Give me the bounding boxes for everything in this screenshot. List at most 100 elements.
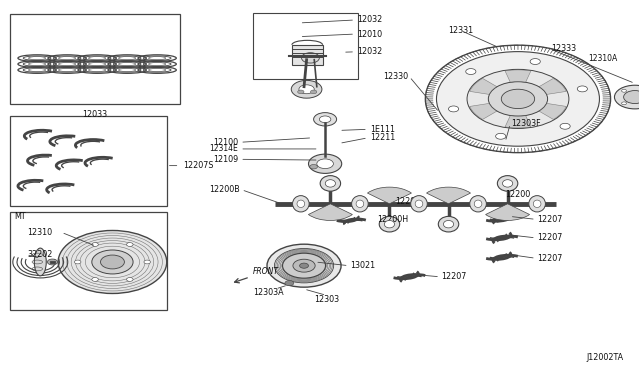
Circle shape <box>308 154 342 173</box>
Text: 12310A: 12310A <box>588 54 618 62</box>
Circle shape <box>58 231 167 294</box>
Text: 32202: 32202 <box>28 250 53 259</box>
Circle shape <box>100 255 124 269</box>
Wedge shape <box>505 116 531 128</box>
Ellipse shape <box>351 196 368 212</box>
Text: 12330: 12330 <box>383 72 408 81</box>
Circle shape <box>310 164 317 169</box>
Text: 12207: 12207 <box>537 233 563 243</box>
Circle shape <box>47 259 58 265</box>
Text: 12200B: 12200B <box>209 185 240 194</box>
Circle shape <box>275 248 333 283</box>
Circle shape <box>74 260 81 264</box>
Ellipse shape <box>444 221 454 228</box>
Circle shape <box>436 52 600 146</box>
Circle shape <box>299 85 314 94</box>
Circle shape <box>293 259 315 272</box>
Bar <box>292 45 323 65</box>
Circle shape <box>488 82 548 116</box>
Text: 12207S: 12207S <box>182 161 213 170</box>
Circle shape <box>501 89 534 109</box>
Text: FRONT: FRONT <box>234 267 278 283</box>
Circle shape <box>127 278 133 281</box>
Bar <box>10 14 179 105</box>
Ellipse shape <box>356 200 364 208</box>
Ellipse shape <box>380 217 399 232</box>
Ellipse shape <box>303 54 311 58</box>
Ellipse shape <box>411 196 428 212</box>
Circle shape <box>92 278 99 281</box>
Ellipse shape <box>529 196 545 212</box>
Text: MT: MT <box>15 212 26 221</box>
Text: 12032: 12032 <box>357 47 382 56</box>
Ellipse shape <box>415 200 423 208</box>
Ellipse shape <box>297 200 305 208</box>
Circle shape <box>310 90 317 94</box>
Wedge shape <box>505 70 531 82</box>
Circle shape <box>623 90 640 103</box>
Text: 1E111: 1E111 <box>370 125 395 134</box>
Circle shape <box>314 113 337 126</box>
Ellipse shape <box>470 196 486 212</box>
Circle shape <box>466 68 476 74</box>
Bar <box>253 13 358 78</box>
Circle shape <box>301 53 319 63</box>
Circle shape <box>127 243 133 246</box>
Wedge shape <box>486 204 530 221</box>
Circle shape <box>621 89 627 92</box>
Circle shape <box>317 159 333 169</box>
Text: 12032: 12032 <box>357 16 382 25</box>
Text: 12033: 12033 <box>83 110 108 119</box>
Text: 12331: 12331 <box>448 26 473 35</box>
Wedge shape <box>539 103 566 119</box>
Wedge shape <box>367 187 412 204</box>
Ellipse shape <box>502 180 513 187</box>
Ellipse shape <box>325 180 335 187</box>
Ellipse shape <box>497 176 518 191</box>
Ellipse shape <box>533 200 541 208</box>
Text: 12109: 12109 <box>213 155 238 164</box>
Circle shape <box>621 102 627 105</box>
Wedge shape <box>308 204 353 221</box>
Ellipse shape <box>385 221 394 228</box>
Circle shape <box>449 106 459 112</box>
Text: 12207: 12207 <box>537 254 563 263</box>
Circle shape <box>298 90 304 94</box>
Text: 12200: 12200 <box>505 190 531 199</box>
Wedge shape <box>426 187 470 204</box>
Circle shape <box>282 253 326 278</box>
Circle shape <box>577 86 588 92</box>
Text: 12314E: 12314E <box>209 144 238 153</box>
Text: 12200A: 12200A <box>396 197 426 206</box>
Ellipse shape <box>320 176 340 191</box>
Circle shape <box>560 123 570 129</box>
Bar <box>10 212 167 310</box>
Circle shape <box>92 250 133 274</box>
Circle shape <box>144 260 150 264</box>
Ellipse shape <box>292 196 309 212</box>
Text: 12200H: 12200H <box>378 215 408 224</box>
Text: 12207: 12207 <box>537 215 563 224</box>
Text: 12303: 12303 <box>314 295 339 304</box>
Text: 12333: 12333 <box>551 44 576 53</box>
Text: 12211: 12211 <box>370 133 395 142</box>
Wedge shape <box>539 78 566 94</box>
Text: 12303F: 12303F <box>511 119 541 128</box>
Text: J12002TA: J12002TA <box>586 353 623 362</box>
Text: 12207: 12207 <box>442 272 467 281</box>
Circle shape <box>285 280 294 286</box>
Circle shape <box>300 263 308 268</box>
Circle shape <box>291 80 322 98</box>
Circle shape <box>495 133 506 139</box>
Text: 13021: 13021 <box>351 261 376 270</box>
Ellipse shape <box>35 248 46 276</box>
Bar <box>10 116 167 206</box>
Circle shape <box>530 58 540 64</box>
Circle shape <box>319 116 331 123</box>
Ellipse shape <box>438 217 459 232</box>
Circle shape <box>614 85 640 109</box>
Text: 12303A: 12303A <box>253 288 284 297</box>
Wedge shape <box>470 78 497 94</box>
Text: 12100: 12100 <box>213 138 238 147</box>
Circle shape <box>92 243 99 246</box>
